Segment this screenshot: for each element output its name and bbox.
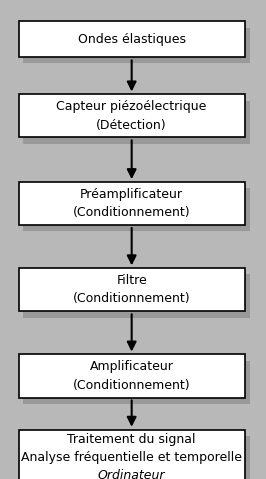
Text: (Détection): (Détection) (96, 118, 167, 132)
Bar (19, 430, 245, 479)
Text: Amplificateur: Amplificateur (90, 360, 174, 374)
Text: (Conditionnement): (Conditionnement) (73, 378, 190, 392)
Text: Capteur piézoélectrique: Capteur piézoélectrique (56, 100, 207, 114)
Text: Ondes élastiques: Ondes élastiques (78, 33, 186, 46)
Bar (19, 268, 245, 311)
Text: (Conditionnement): (Conditionnement) (73, 292, 190, 306)
Bar (19, 354, 245, 398)
Bar (23, 188, 250, 231)
Text: (Conditionnement): (Conditionnement) (73, 206, 190, 219)
Bar (23, 28, 250, 64)
Text: Filtre: Filtre (116, 274, 147, 287)
Text: Traitement du signal: Traitement du signal (67, 433, 196, 446)
Text: Analyse fréquentielle et temporelle: Analyse fréquentielle et temporelle (21, 451, 242, 464)
Bar (19, 94, 245, 137)
Bar (23, 436, 250, 479)
Bar (23, 101, 250, 144)
Bar (19, 182, 245, 225)
Text: Ordinateur: Ordinateur (98, 469, 165, 479)
Bar (19, 22, 245, 57)
Text: Préamplificateur: Préamplificateur (80, 188, 183, 201)
Bar (23, 274, 250, 318)
Bar (23, 361, 250, 404)
